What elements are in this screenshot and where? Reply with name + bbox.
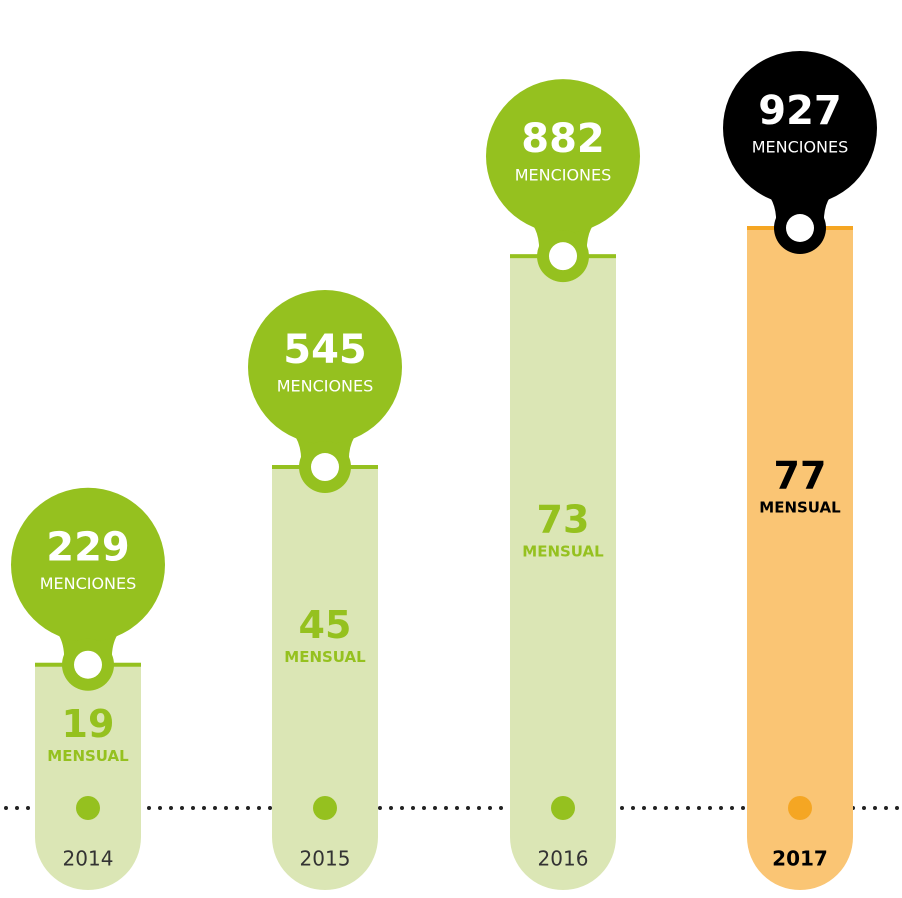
base-dot <box>551 796 575 820</box>
x-tick-label: 2016 <box>538 847 589 871</box>
baseline-dot <box>884 806 888 810</box>
bubble <box>248 290 402 445</box>
monthly-unit: MENSUAL <box>522 543 604 561</box>
baseline-dot <box>235 806 239 810</box>
ring-hole <box>549 242 577 271</box>
baseline-dot <box>499 806 503 810</box>
baseline-dot <box>477 806 481 810</box>
mentions-unit: MENCIONES <box>752 138 849 157</box>
bubble <box>723 51 877 205</box>
baseline-dot <box>389 806 393 810</box>
baseline-dot <box>4 806 8 810</box>
baseline-dot <box>257 806 261 810</box>
baseline-dot <box>455 806 459 810</box>
monthly-value: 77 <box>774 454 827 498</box>
baseline-dot <box>378 806 382 810</box>
monthly-unit: MENSUAL <box>47 747 129 765</box>
baseline-dot <box>686 806 690 810</box>
monthly-value: 19 <box>62 702 115 746</box>
mentions-value: 927 <box>758 88 842 134</box>
base-dot <box>788 796 812 820</box>
baseline-dot <box>730 806 734 810</box>
monthly-unit: MENSUAL <box>759 499 841 517</box>
baseline-dot <box>675 806 679 810</box>
mentions-value: 545 <box>283 327 367 373</box>
baseline-dot <box>488 806 492 810</box>
baseline-dot <box>158 806 162 810</box>
x-tick-label: 2014 <box>63 847 114 871</box>
mentions-value: 882 <box>521 116 605 162</box>
base-dot <box>313 796 337 820</box>
baseline-dot <box>708 806 712 810</box>
baseline-dot <box>653 806 657 810</box>
baseline-dot <box>268 806 272 810</box>
bar <box>510 256 616 890</box>
baseline-dot <box>15 806 19 810</box>
baseline-dot <box>400 806 404 810</box>
bar <box>35 664 141 890</box>
baseline-dot <box>642 806 646 810</box>
ring-hole <box>74 650 102 679</box>
bubble <box>11 487 165 642</box>
bar <box>272 467 378 890</box>
baseline-dot <box>741 806 745 810</box>
baseline-dot <box>147 806 151 810</box>
baseline-dot <box>466 806 470 810</box>
monthly-value: 73 <box>537 498 590 542</box>
baseline-dot <box>180 806 184 810</box>
baseline-dot <box>719 806 723 810</box>
ring-hole <box>786 214 814 242</box>
baseline-dot <box>169 806 173 810</box>
baseline-dot <box>224 806 228 810</box>
baseline-dot <box>631 806 635 810</box>
baseline-dot <box>26 806 30 810</box>
bubble <box>486 79 640 234</box>
baseline-dot <box>620 806 624 810</box>
mentions-value: 229 <box>46 525 130 571</box>
baseline-dot <box>873 806 877 810</box>
bar <box>747 228 853 890</box>
base-dot <box>76 796 100 820</box>
mentions-unit: MENCIONES <box>40 574 137 593</box>
baseline-dot <box>422 806 426 810</box>
baseline-dot <box>191 806 195 810</box>
baseline-dot <box>202 806 206 810</box>
baseline-dot <box>433 806 437 810</box>
mentions-unit: MENCIONES <box>277 377 374 396</box>
x-tick-label: 2015 <box>300 847 351 871</box>
baseline-dot <box>246 806 250 810</box>
ring-hole <box>311 453 339 482</box>
monthly-unit: MENSUAL <box>284 648 366 666</box>
baseline-dot <box>411 806 415 810</box>
baseline-dot <box>664 806 668 810</box>
mentions-unit: MENCIONES <box>515 166 612 185</box>
x-tick-label: 2017 <box>772 847 828 871</box>
monthly-value: 45 <box>299 603 352 647</box>
baseline-dot <box>895 806 899 810</box>
baseline-dot <box>697 806 701 810</box>
baseline-dot <box>213 806 217 810</box>
baseline-dot <box>444 806 448 810</box>
baseline-dot <box>862 806 866 810</box>
